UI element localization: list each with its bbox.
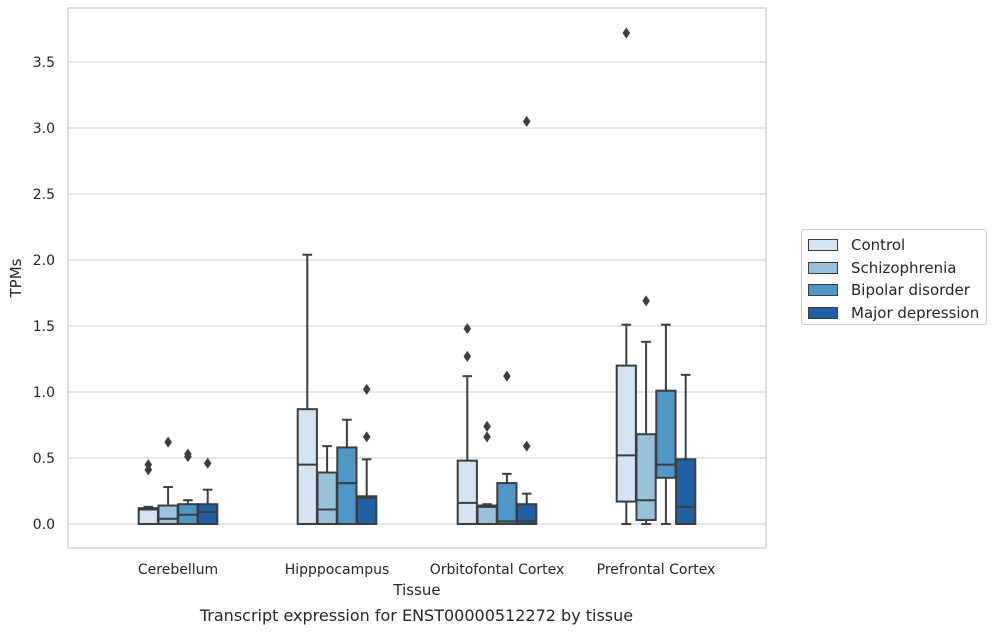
box-group (336, 418, 358, 525)
box-group (456, 323, 478, 526)
x-tick-label: Cerebellum (138, 562, 218, 578)
box-group (635, 295, 657, 525)
outlier-point (483, 431, 491, 443)
x-tick-label: Prefrontal Cortex (597, 562, 716, 578)
legend-swatch-major-depression (808, 306, 838, 319)
outlier-point (362, 383, 371, 395)
legend-label-schizophrenia: Schizophrenia (851, 258, 957, 277)
y-tick-labels: 0.0 0.5 1.0 1.5 2.0 2.5 3.0 3.5 (33, 55, 55, 533)
outlier-point (463, 323, 472, 335)
box-group (137, 459, 159, 526)
figure-caption: Transcript expression for ENST0000051227… (199, 606, 634, 625)
iqr-box (635, 433, 657, 522)
box-group (296, 253, 318, 525)
legend-item-control: Control (808, 234, 986, 257)
y-tick-label: 1.0 (33, 385, 55, 401)
box-group (316, 445, 338, 525)
box-group (177, 448, 199, 526)
outlier-point (463, 350, 472, 362)
y-tick-label: 2.0 (33, 253, 55, 269)
box-group (496, 370, 518, 525)
iqr-box (157, 504, 179, 525)
legend: Control Schizophrenia Bipolar disorder M… (801, 229, 987, 325)
outlier-point (622, 27, 631, 39)
legend-item-bipolar-disorder: Bipolar disorder (808, 279, 986, 302)
outlier-point (203, 457, 212, 469)
iqr-box (296, 408, 318, 525)
legend-swatch-control (808, 239, 838, 252)
legend-swatch-schizophrenia (808, 261, 838, 274)
legend-label-bipolar-disorder: Bipolar disorder (851, 281, 970, 300)
iqr-box (336, 446, 358, 525)
y-tick-label: 1.5 (33, 319, 55, 335)
boxes (137, 27, 697, 526)
y-tick-label: 3.5 (33, 55, 55, 71)
legend-item-major-depression: Major depression (808, 302, 986, 325)
box-group (476, 420, 498, 525)
iqr-box (197, 503, 219, 526)
iqr-box (496, 482, 518, 525)
x-tick-label: Hipppocampus (285, 562, 390, 578)
iqr-box (137, 507, 159, 526)
box-group (615, 27, 637, 525)
gridlines (68, 61, 766, 525)
outlier-point (184, 448, 192, 460)
box-group (197, 457, 219, 526)
x-axis-title: Tissue (392, 581, 440, 599)
iqr-box (516, 503, 538, 526)
y-tick-label: 3.0 (33, 121, 55, 137)
outlier-point (642, 295, 650, 307)
iqr-box (476, 504, 498, 525)
outlier-point (362, 431, 371, 443)
iqr-box (615, 364, 637, 503)
iqr-box (356, 495, 378, 525)
outlier-point (522, 440, 531, 452)
box-group (655, 323, 677, 525)
y-tick-label: 0.5 (33, 451, 55, 467)
iqr-box (456, 459, 478, 526)
x-tick-labels: Cerebellum Hipppocampus Orbitofontal Corte… (138, 562, 715, 578)
outlier-point (483, 420, 491, 432)
legend-swatch-bipolar-disorder (808, 284, 838, 297)
outlier-point (144, 459, 153, 471)
iqr-box (655, 389, 677, 479)
iqr-box (316, 471, 338, 525)
iqr-box (675, 458, 697, 526)
legend-label-major-depression: Major depression (851, 303, 980, 322)
plot-frame (67, 7, 767, 549)
box-group (675, 373, 697, 526)
y-tick-label: 0.0 (33, 517, 55, 533)
y-axis-title: TPMs (7, 258, 25, 298)
outlier-point (503, 370, 511, 382)
box-group (356, 383, 378, 525)
legend-label-control: Control (851, 236, 906, 255)
outlier-point (522, 115, 531, 127)
x-tick-label: Orbitofontal Cortex (430, 562, 565, 578)
legend-item-schizophrenia: Schizophrenia (808, 257, 986, 280)
outlier-point (164, 436, 172, 448)
box-group (516, 115, 538, 526)
y-tick-label: 2.5 (33, 187, 55, 203)
box-group (157, 436, 179, 525)
